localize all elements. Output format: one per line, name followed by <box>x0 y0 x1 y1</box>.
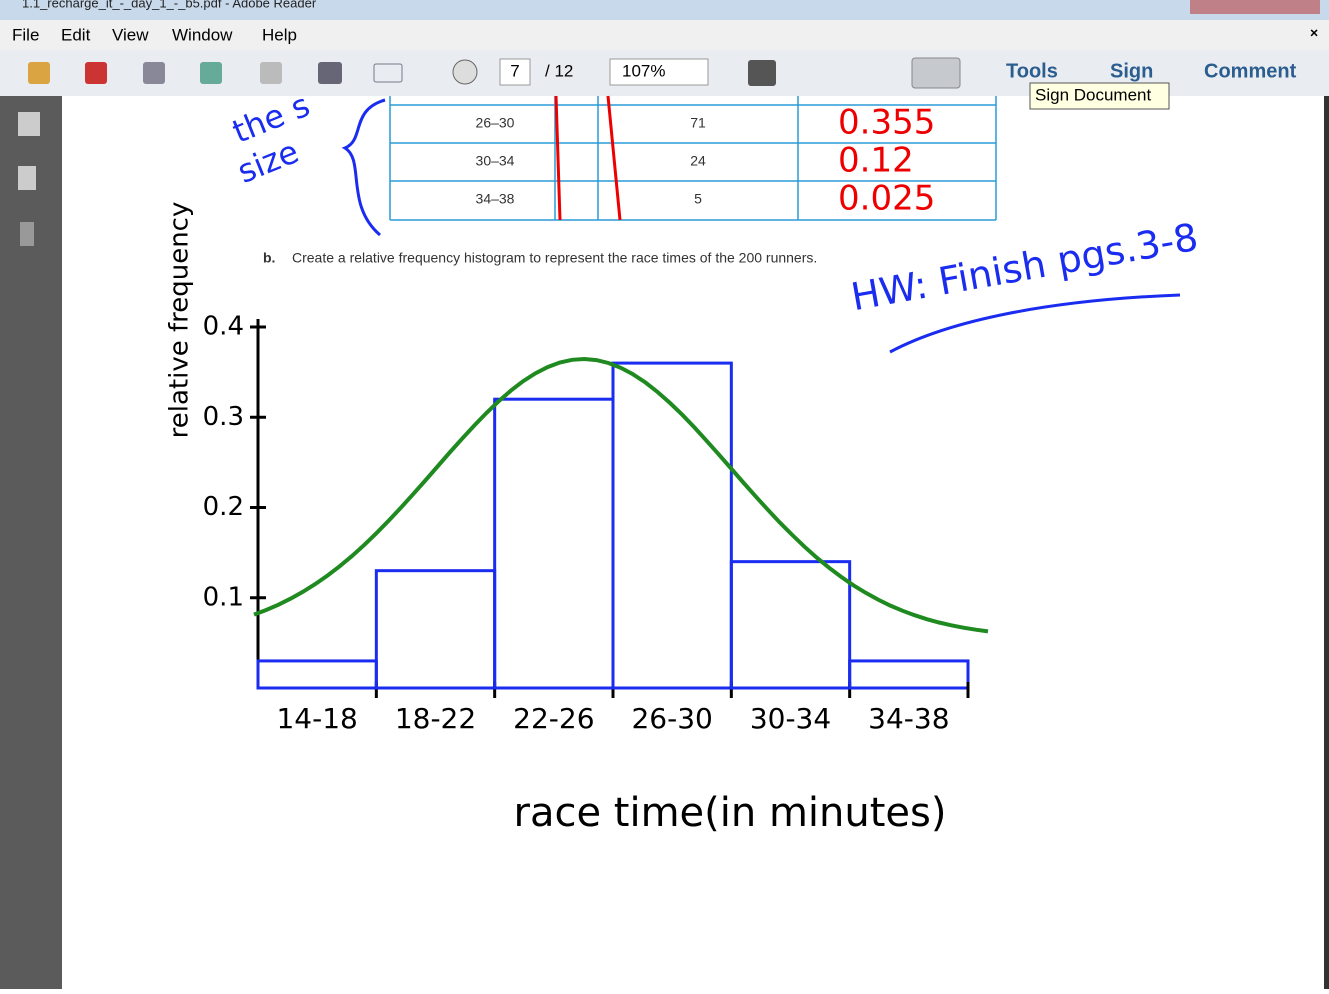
y-axis-label: relative frequency <box>165 202 195 439</box>
tools-button[interactable]: Tools <box>1006 60 1058 82</box>
fitted-curve <box>253 356 989 634</box>
y-tick-label: 0.4 <box>203 312 244 342</box>
homework-note: HW: Finish pgs.3-8 <box>848 215 1202 319</box>
x-tick-label: 22-26 <box>513 702 594 735</box>
bar <box>374 569 497 690</box>
window-controls[interactable] <box>1190 0 1320 14</box>
x-tick-label: 18-22 <box>395 702 476 735</box>
comment-button[interactable]: Comment <box>1204 60 1297 82</box>
bar <box>611 361 733 690</box>
x-tick-label: 30-34 <box>750 702 831 735</box>
page-field[interactable] <box>499 58 531 86</box>
menu-bar <box>0 20 1329 50</box>
tally-marks <box>554 95 622 221</box>
bar <box>493 397 615 690</box>
x-axis-label: race time(in minutes) <box>514 790 947 836</box>
menu-item[interactable]: File <box>12 25 39 44</box>
tooltip <box>1029 82 1170 110</box>
table-cell: 34–38 <box>476 191 515 207</box>
y-tick-label: 0.3 <box>203 402 244 432</box>
window-title: 1.1_recharge_it_-_day_1_-_b5.pdf - Adobe… <box>22 0 317 10</box>
document-border <box>1324 96 1329 989</box>
bar <box>256 659 378 690</box>
bar <box>729 560 852 690</box>
menu-item[interactable]: Window <box>172 25 233 44</box>
toolbar-icons[interactable] <box>28 57 961 89</box>
title-bar <box>0 0 1329 20</box>
table-cell: 30–34 <box>476 153 515 169</box>
table-cell: 0.355 <box>838 103 935 143</box>
page-count: / 12 <box>545 61 573 80</box>
menu-item[interactable]: Edit <box>61 25 91 44</box>
table-cell: 0.025 <box>838 179 935 219</box>
question-text: Create a relative frequency histogram to… <box>292 250 817 266</box>
close-document[interactable]: × <box>1310 25 1318 41</box>
histogram: 0.1 0.2 0.3 0.4 14-18 18-22 22-26 26-30 30-34 34-… <box>165 202 989 836</box>
table-cell: 24 <box>690 153 706 169</box>
zoom-value[interactable]: 107% <box>622 61 665 80</box>
table-cell: 5 <box>694 191 702 207</box>
menu-item[interactable]: Help <box>262 25 297 44</box>
y-tick-label: 0.2 <box>203 492 244 522</box>
y-tick-label: 0.1 <box>203 582 244 612</box>
tooltip-text: Sign Document <box>1035 85 1152 104</box>
x-tick-label: 14-18 <box>276 702 357 735</box>
zoom-field[interactable] <box>609 58 709 86</box>
attachments-icon[interactable] <box>20 222 34 246</box>
bookmarks-icon[interactable] <box>18 166 36 190</box>
table-cell: 0.12 <box>838 141 914 181</box>
brace <box>341 98 386 237</box>
x-tick-label: 26-30 <box>631 702 712 735</box>
menu-item[interactable]: View <box>112 25 149 44</box>
bar <box>848 659 970 690</box>
table-cell: 71 <box>690 115 706 131</box>
table-cell: 26–30 <box>476 115 515 131</box>
question-label: b. <box>263 250 275 266</box>
pages-icon[interactable] <box>18 112 40 136</box>
frequency-table <box>389 96 997 221</box>
underline <box>889 293 1181 354</box>
page-number[interactable]: 7 <box>510 61 519 80</box>
sign-button[interactable]: Sign <box>1110 60 1153 82</box>
x-tick-label: 34-38 <box>868 702 949 735</box>
